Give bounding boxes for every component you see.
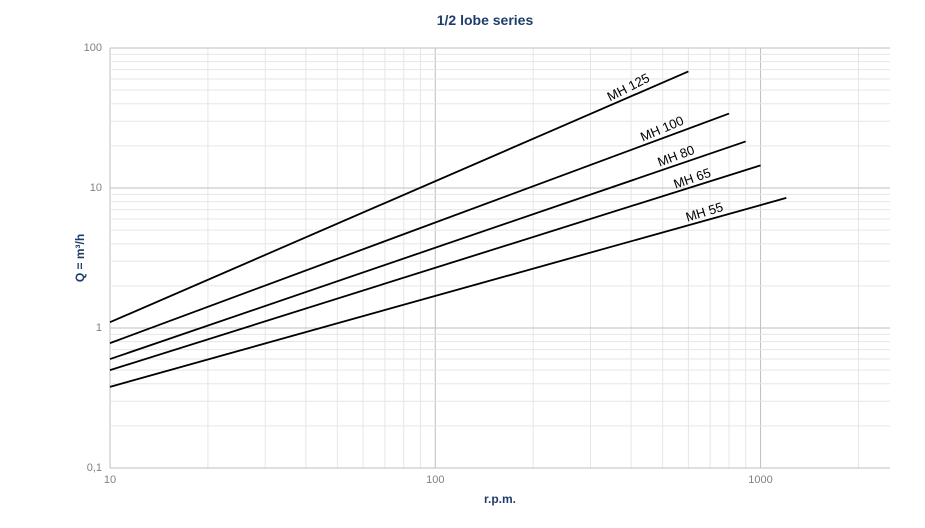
series-line bbox=[110, 114, 729, 344]
series-line bbox=[110, 71, 688, 322]
plot-area: Q = m³/h r.p.m. 0,1110100101001000MH 125… bbox=[110, 48, 890, 468]
data-lines bbox=[110, 48, 890, 468]
y-tick-label: 100 bbox=[84, 42, 110, 54]
chart-container: 1/2 lobe series Q = m³/h r.p.m. 0,111010… bbox=[60, 12, 910, 512]
x-tick-label: 1000 bbox=[748, 468, 772, 486]
x-tick-label: 100 bbox=[426, 468, 444, 486]
y-tick-label: 10 bbox=[90, 182, 110, 194]
series-line bbox=[110, 165, 761, 370]
y-tick-label: 1 bbox=[96, 322, 110, 334]
series-line bbox=[110, 198, 786, 387]
series-line bbox=[110, 141, 746, 359]
x-tick-label: 10 bbox=[104, 468, 116, 486]
x-axis-label: r.p.m. bbox=[484, 492, 516, 506]
chart-title: 1/2 lobe series bbox=[60, 12, 910, 28]
y-axis-label: Q = m³/h bbox=[73, 234, 87, 282]
